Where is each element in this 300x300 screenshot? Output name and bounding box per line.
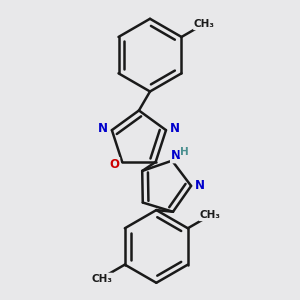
Text: CH₃: CH₃: [92, 274, 112, 284]
Text: N: N: [169, 122, 179, 135]
Text: H: H: [180, 147, 189, 157]
Text: N: N: [98, 122, 108, 135]
Text: CH₃: CH₃: [194, 19, 215, 29]
Text: CH₃: CH₃: [200, 210, 220, 220]
Text: O: O: [109, 158, 119, 171]
Text: N: N: [171, 149, 181, 162]
Text: N: N: [195, 179, 205, 192]
